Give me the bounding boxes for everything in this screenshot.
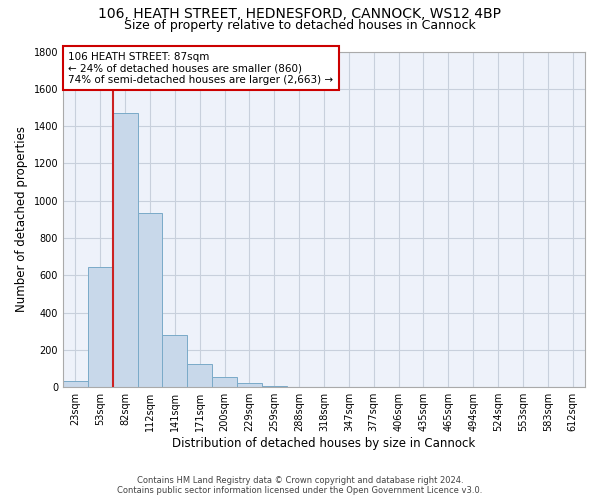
Bar xyxy=(262,386,287,387)
Bar xyxy=(237,384,262,387)
Bar xyxy=(137,213,163,387)
Bar xyxy=(63,380,88,387)
Bar xyxy=(163,335,187,387)
Bar xyxy=(212,377,237,387)
Text: 106 HEATH STREET: 87sqm
← 24% of detached houses are smaller (860)
74% of semi-d: 106 HEATH STREET: 87sqm ← 24% of detache… xyxy=(68,52,334,84)
X-axis label: Distribution of detached houses by size in Cannock: Distribution of detached houses by size … xyxy=(172,437,476,450)
Y-axis label: Number of detached properties: Number of detached properties xyxy=(15,126,28,312)
Bar xyxy=(187,364,212,387)
Text: Size of property relative to detached houses in Cannock: Size of property relative to detached ho… xyxy=(124,18,476,32)
Text: 106, HEATH STREET, HEDNESFORD, CANNOCK, WS12 4BP: 106, HEATH STREET, HEDNESFORD, CANNOCK, … xyxy=(98,8,502,22)
Bar xyxy=(88,267,113,387)
Text: Contains HM Land Registry data © Crown copyright and database right 2024.
Contai: Contains HM Land Registry data © Crown c… xyxy=(118,476,482,495)
Bar xyxy=(113,113,137,387)
